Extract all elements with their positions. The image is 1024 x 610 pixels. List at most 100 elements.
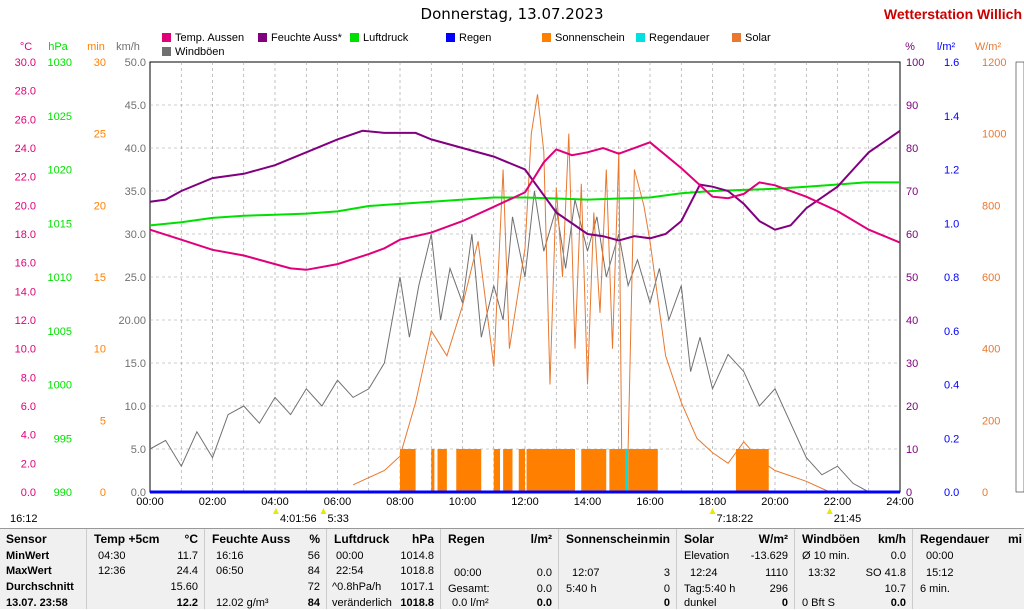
solar-tick-label: 200: [982, 415, 1000, 427]
rain-current-label: 0.0 l/m²: [452, 597, 489, 609]
hum-unit: %: [309, 532, 320, 546]
pressure-tick-label: 990: [54, 487, 72, 499]
x-tick-label: 02:00: [199, 496, 227, 508]
x-tick-label: 22:00: [824, 496, 852, 508]
gust-tick-label: 10.0: [125, 401, 146, 413]
wind-bft: 0 Bft S: [802, 597, 836, 609]
gust-tick-label: 45.0: [125, 100, 146, 112]
row-label-sensor: Sensor: [6, 532, 47, 546]
x-tick-label: 12:00: [511, 496, 539, 508]
temp-series: [149, 141, 901, 271]
solar-current: 0: [781, 597, 788, 609]
humidity-tick-label: 30: [906, 358, 918, 370]
legend-label: Feuchte Auss*: [271, 32, 343, 44]
humidity-tick-label: 0: [906, 487, 912, 499]
humidity-tick-label: 10: [906, 444, 918, 456]
x-tick-label: 24:00: [886, 496, 914, 508]
legend-swatch: [542, 33, 551, 42]
humidity-tick-label: 40: [906, 315, 918, 327]
legend-swatch: [258, 33, 267, 42]
press-min-time: 00:00: [336, 550, 364, 562]
sunshine-bars: [628, 449, 658, 492]
solar-unit: W/m²: [758, 532, 788, 546]
col-sensor: Sensor MinWert MaxWert Durchschnitt 13.0…: [0, 529, 87, 609]
press-unit: hPa: [411, 532, 434, 546]
gust-tick-label: 15.0: [125, 358, 146, 370]
rain-total: 0.0: [536, 583, 552, 595]
solar-day-label: Tag:5:40 h: [684, 583, 736, 595]
legend-swatch: [350, 33, 359, 42]
sun-marker: [320, 508, 327, 514]
legend-label: Sonnenschein: [555, 32, 625, 44]
hum-min-time: 16:16: [216, 550, 244, 562]
raindur-bars: [625, 449, 629, 492]
press-forecast: veränderlich: [332, 597, 392, 609]
marker-label: 4:01:56: [280, 513, 317, 525]
temp-tick-label: 28.0: [15, 86, 36, 98]
pressure-tick-label: 1000: [48, 380, 72, 392]
solar-avg: 296: [769, 583, 788, 595]
solar-tick-label: 600: [982, 272, 1000, 284]
solar-max-value: 1110: [765, 567, 788, 579]
x-tick-label: 06:00: [324, 496, 352, 508]
sunshine-tick-label: 30: [94, 57, 106, 69]
hum-avg: 72: [307, 581, 320, 593]
legend-swatch: [636, 33, 645, 42]
legend-swatch: [162, 47, 171, 56]
temp-unit: °C: [184, 532, 198, 546]
humidity-tick-label: 20: [906, 401, 918, 413]
rain-tick-label: 1.6: [944, 57, 959, 69]
press-min-value: 1014.8: [400, 550, 434, 562]
x-tick-label: 14:00: [574, 496, 602, 508]
raindur-total: 6 min.: [920, 583, 950, 595]
press-trend: ^0.8hPa/h: [332, 581, 382, 593]
rain-max-time: 00:00: [454, 567, 482, 579]
row-label-avg: Durchschnitt: [6, 581, 74, 593]
col-humidity: Feuchte Auss % 16:16 56 06:50 84 72 12.0…: [204, 529, 327, 609]
gust-tick-label: 50.0: [125, 57, 146, 69]
x-tick-label: 08:00: [386, 496, 414, 508]
hum-max-value: 84: [307, 565, 320, 577]
rain-header: Regen: [448, 532, 485, 546]
temp-max-time: 12:36: [98, 565, 126, 577]
sunshine-unit-label: min: [87, 41, 105, 53]
wind-current: 0.0: [890, 597, 906, 609]
sun-total: 0: [663, 583, 670, 595]
temp-tick-label: 22.0: [15, 172, 36, 184]
marker-label: 5:33: [327, 513, 348, 525]
sunshine-bars: [503, 449, 513, 492]
temp-tick-label: 30.0: [15, 57, 36, 69]
solar-state: dunkel: [684, 597, 717, 609]
row-label-current: 13.07. 23:58: [6, 597, 68, 609]
wind-header: Windböen: [802, 532, 860, 546]
wind-max-time: 13:32: [808, 567, 836, 579]
temp-max-value: 24.4: [176, 565, 198, 577]
temp-tick-label: 26.0: [15, 114, 36, 126]
pressure-tick-label: 1015: [48, 218, 72, 230]
rain-tick-label: 0.4: [944, 380, 959, 392]
legend-swatch: [162, 33, 171, 42]
col-wind: Windböen km/h Ø 10 min. 0.0 13:32 SO 41.…: [794, 529, 913, 609]
solar-header: Solar: [684, 532, 715, 546]
pressure-tick-label: 1010: [48, 272, 72, 284]
solar-tick-label: 1200: [982, 57, 1006, 69]
temp-tick-label: 4.0: [21, 430, 36, 442]
humidity-series: [149, 129, 901, 242]
pressure-tick-label: 995: [54, 433, 72, 445]
solar-tick-label: 800: [982, 200, 1000, 212]
col-temp: Temp +5cm °C 04:30 11.7 12:36 24.4 15.60…: [86, 529, 205, 609]
humidity-unit-label: %: [905, 41, 915, 53]
sun-header: Sonnenschein: [566, 532, 649, 546]
wind-avg10-label: Ø 10 min.: [802, 550, 850, 562]
gust-tick-label: 30.0: [125, 229, 146, 241]
temp-min-time: 04:30: [98, 550, 126, 562]
solar-max-time: 12:24: [690, 567, 718, 579]
sunshine-bars: [526, 449, 575, 492]
humidity-tick-label: 60: [906, 229, 918, 241]
chart-title: Donnerstag, 13.07.2023: [420, 5, 604, 23]
raindur-unit: mi: [1008, 532, 1023, 546]
gust-tick-label: 5.0: [131, 444, 146, 456]
pressure-series: [149, 181, 900, 227]
legend-label: Solar: [745, 32, 771, 44]
pressure-unit-label: hPa: [48, 41, 68, 53]
